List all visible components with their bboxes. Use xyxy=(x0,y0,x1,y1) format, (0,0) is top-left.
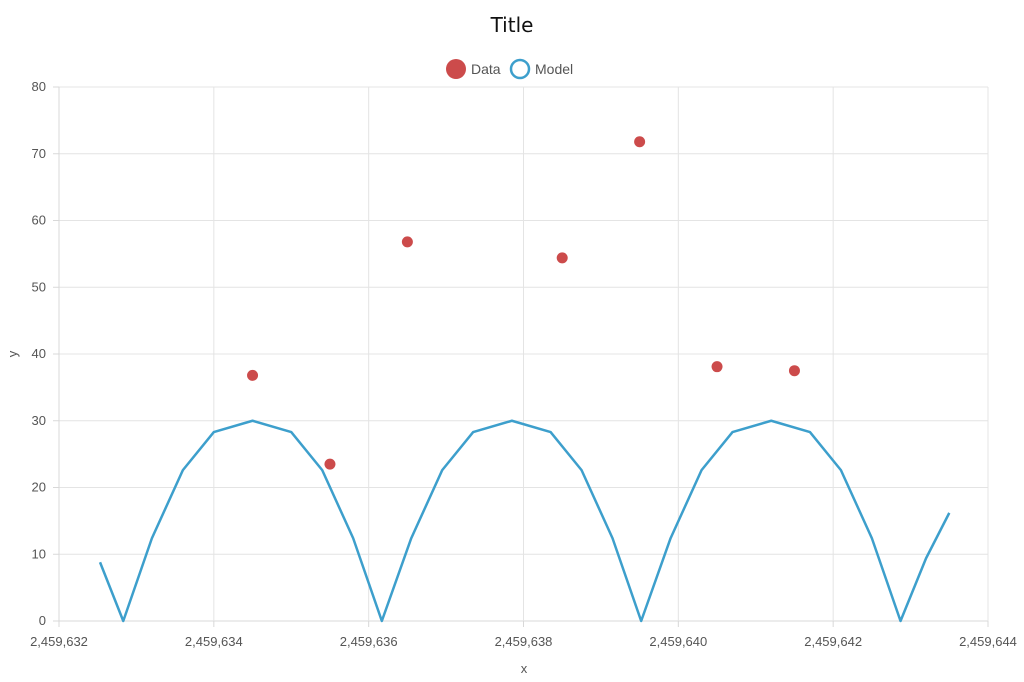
x-axis-ticks: 2,459,632 2,459,634 2,459,636 2,459,638 2,45… xyxy=(30,634,1017,649)
legend-model-marker-icon xyxy=(509,58,531,80)
y-tick-label: 0 xyxy=(39,613,46,628)
legend-data-marker-icon xyxy=(446,59,466,79)
y-tick-label: 50 xyxy=(32,279,46,294)
x-axis-label: x xyxy=(521,661,528,676)
data-point[interactable] xyxy=(788,365,800,377)
y-tick-label: 80 xyxy=(32,79,46,94)
data-point[interactable] xyxy=(401,236,413,248)
y-axis-label: y xyxy=(5,350,20,357)
chart-title: Title xyxy=(490,13,534,37)
legend: Data Model xyxy=(446,58,573,80)
x-tick-label: 2,459,636 xyxy=(340,634,398,649)
data-point[interactable] xyxy=(556,252,568,264)
plot-series xyxy=(98,136,951,623)
grid-lines xyxy=(53,86,989,627)
legend-item-data[interactable]: Data xyxy=(446,59,501,79)
y-tick-label: 40 xyxy=(32,346,46,361)
y-tick-label: 30 xyxy=(32,413,46,428)
data-point[interactable] xyxy=(324,458,336,470)
data-point[interactable] xyxy=(711,361,723,373)
y-axis-ticks: 0 10 20 30 40 50 60 70 80 xyxy=(32,79,46,628)
x-tick-label: 2,459,642 xyxy=(804,634,862,649)
y-tick-label: 10 xyxy=(32,546,46,561)
y-tick-label: 60 xyxy=(32,213,46,228)
legend-model-label: Model xyxy=(535,61,573,77)
x-tick-label: 2,459,638 xyxy=(495,634,553,649)
x-tick-label: 2,459,632 xyxy=(30,634,88,649)
y-tick-label: 70 xyxy=(32,146,46,161)
x-tick-label: 2,459,644 xyxy=(959,634,1017,649)
legend-data-label: Data xyxy=(471,61,501,77)
x-tick-label: 2,459,640 xyxy=(649,634,707,649)
model-line xyxy=(98,419,951,623)
legend-item-model[interactable]: Model xyxy=(509,58,573,80)
y-tick-label: 20 xyxy=(32,480,46,495)
data-point[interactable] xyxy=(247,369,259,381)
x-tick-label: 2,459,634 xyxy=(185,634,243,649)
data-point[interactable] xyxy=(634,136,646,148)
